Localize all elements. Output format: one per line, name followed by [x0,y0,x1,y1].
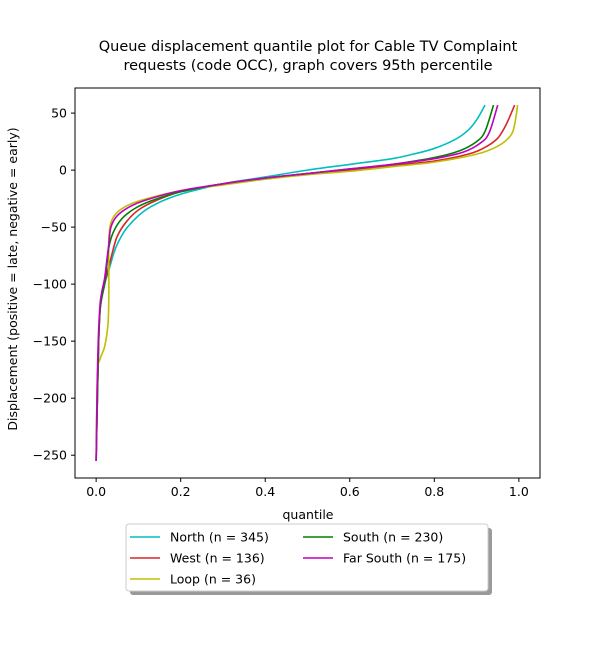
x-tick-label: 0.6 [340,484,360,499]
legend-entries: North (n = 345) West (n = 136) Loop (n = 3… [130,530,466,587]
x-tick-label: 0.0 [86,484,106,499]
y-tick-label: −200 [33,391,67,406]
series-line-4 [95,104,499,461]
legend-label: North (n = 345) [170,530,269,545]
y-tick-label: 50 [51,106,67,121]
x-tick-label: 0.8 [424,484,444,499]
legend-label: Far South (n = 175) [343,551,466,566]
y-tick-label: 0 [59,163,67,178]
y-tick-label: −100 [33,277,67,292]
legend-label: Loop (n = 36) [170,572,256,587]
x-tick-label: 1.0 [509,484,529,499]
legend-label: South (n = 230) [343,530,443,545]
chart-title-line-1: Queue displacement quantile plot for Cab… [99,39,518,55]
y-tick-label: −150 [33,334,67,349]
y-tick-label: −250 [33,448,67,463]
chart-title-line-2: requests (code OCC), graph covers 95th p… [123,58,492,74]
x-axis-ticks: 0.0 0.2 0.4 0.6 0.8 1.0 [86,478,529,499]
legend: North (n = 345) West (n = 136) Loop (n = 3… [125,523,492,595]
y-axis-label: Displacement (positive = late, negative … [5,127,20,430]
x-axis-label: quantile [283,507,334,522]
plot-frame [74,87,541,479]
chart-title: Queue displacement quantile plot for Cab… [99,39,518,74]
series-line-1 [95,104,516,461]
x-tick-label: 0.4 [255,484,275,499]
y-axis-ticks: 50 0 −50 −100 −150 −200 −250 [33,106,75,463]
y-tick-label: −50 [41,220,67,235]
legend-label: West (n = 136) [170,551,265,566]
series-layer [95,104,519,461]
series-line-3 [95,104,495,461]
series-line-2 [95,104,519,461]
x-tick-label: 0.2 [171,484,191,499]
